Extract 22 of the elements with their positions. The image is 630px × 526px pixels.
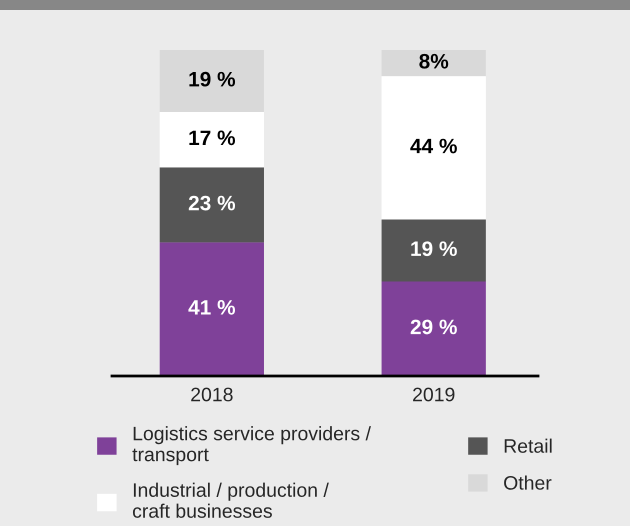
- legend-label: Logistics service providers / transport: [132, 426, 371, 466]
- x-tick-label: 2019: [413, 388, 454, 402]
- bar: [382, 76, 486, 220]
- legend-label: Industrial / production / craft businesses: [132, 482, 329, 518]
- bar: [382, 220, 486, 282]
- data-label: 19 %: [189, 72, 236, 87]
- bar: [160, 167, 264, 242]
- data-label: 44 %: [410, 138, 457, 154]
- bar: [160, 50, 264, 112]
- data-label: 23 %: [188, 196, 236, 210]
- bar: [382, 281, 486, 376]
- data-label: 29 %: [410, 320, 457, 334]
- bar: [160, 242, 264, 376]
- bar: [382, 50, 486, 76]
- bar: [160, 112, 264, 168]
- x-tick-label: 2018: [191, 388, 233, 402]
- legend-label: Other: [504, 475, 552, 490]
- data-label: 17 %: [189, 130, 236, 146]
- legend-label: Retail: [504, 438, 552, 453]
- data-label: 41 %: [188, 300, 236, 315]
- data-label: 19 %: [411, 241, 457, 256]
- data-label: 8%: [419, 54, 448, 69]
